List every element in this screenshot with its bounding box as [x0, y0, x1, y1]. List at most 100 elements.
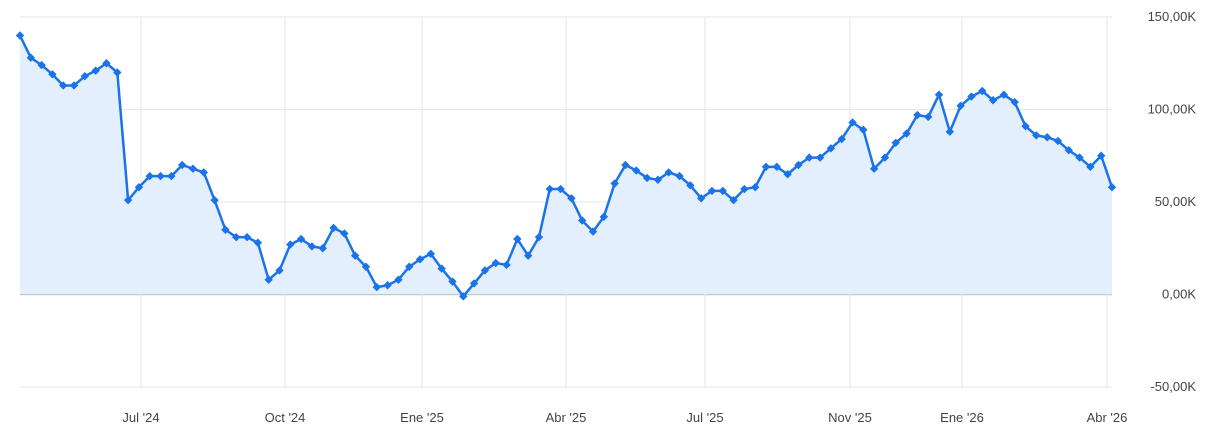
data-point-marker: [37, 60, 46, 70]
data-point-marker: [15, 31, 25, 40]
x-tick-label: Ene '26: [940, 410, 984, 425]
data-point-marker: [448, 277, 457, 286]
data-point-marker: [253, 238, 263, 247]
data-point-marker: [394, 275, 403, 284]
data-point-marker: [242, 232, 252, 242]
area-fill-path: [20, 35, 1112, 297]
data-point-marker: [1053, 136, 1063, 146]
data-point-marker: [361, 262, 371, 271]
y-tick-label: 100,00K: [1148, 102, 1197, 117]
x-tick-label: Abr '26: [1087, 410, 1128, 425]
data-point-marker: [848, 118, 857, 127]
data-point-marker: [599, 212, 609, 221]
data-point-marker: [1064, 146, 1073, 155]
data-point-marker: [426, 249, 436, 258]
data-point-marker: [459, 292, 468, 301]
data-point-marker: [621, 160, 630, 170]
data-point-marker: [632, 166, 641, 175]
data-point-marker: [686, 181, 695, 190]
data-point-marker: [664, 168, 673, 177]
data-point-marker: [880, 153, 890, 162]
data-point-marker: [113, 68, 122, 77]
data-point-marker: [923, 112, 933, 122]
data-point-marker: [221, 225, 230, 234]
data-point-marker: [415, 255, 425, 264]
data-point-marker: [805, 153, 814, 162]
data-point-marker: [156, 171, 165, 181]
data-point-marker: [837, 134, 846, 144]
data-point-marker: [934, 90, 944, 99]
data-point-marker: [232, 232, 241, 242]
data-point-marker: [480, 266, 490, 275]
data-point-marker: [80, 72, 90, 81]
data-point-marker: [783, 170, 792, 179]
data-point-marker: [740, 184, 749, 194]
data-point-marker: [491, 258, 500, 268]
data-point-marker: [761, 162, 771, 172]
data-point-marker: [275, 266, 284, 275]
data-point-marker: [307, 242, 317, 251]
data-point-marker: [956, 101, 965, 110]
data-point-marker: [815, 153, 825, 162]
data-point-marker: [188, 164, 198, 173]
data-point-marker: [913, 110, 922, 120]
data-markers: [15, 31, 1117, 301]
data-point-marker: [1086, 162, 1095, 172]
data-point-marker: [318, 244, 327, 253]
x-tick-label: Nov '25: [828, 410, 872, 425]
data-point-marker: [59, 81, 68, 90]
data-point-marker: [891, 138, 900, 147]
y-axis-labels: 150,00K 100,00K 50,00K 0,00K -50,00K: [1148, 9, 1197, 394]
data-point-marker: [177, 160, 187, 170]
data-point-marker: [696, 194, 706, 203]
data-point-marker: [588, 227, 598, 236]
data-point-marker: [675, 171, 684, 181]
x-tick-label: Oct '24: [265, 410, 306, 425]
data-point-marker: [534, 232, 544, 242]
data-point-marker: [469, 279, 479, 288]
data-point-marker: [1010, 97, 1019, 107]
data-point-marker: [945, 127, 955, 136]
data-point-marker: [794, 160, 803, 170]
data-point-marker: [999, 90, 1009, 99]
data-point-marker: [772, 162, 782, 172]
data-point-marker: [653, 175, 663, 184]
y-tick-label: -50,00K: [1150, 379, 1196, 394]
data-point-marker: [988, 96, 998, 105]
data-point-marker: [902, 129, 911, 138]
data-point-marker: [48, 70, 57, 79]
data-point-marker: [751, 183, 760, 192]
data-point-marker: [967, 92, 976, 101]
data-point-marker: [123, 195, 133, 205]
data-point-marker: [1107, 183, 1117, 192]
area-fill: [20, 35, 1112, 297]
data-point-marker: [545, 184, 554, 194]
data-point-marker: [1075, 153, 1084, 162]
data-point-marker: [264, 275, 273, 284]
data-point-marker: [1021, 121, 1030, 131]
data-point-marker: [405, 262, 414, 271]
data-point-marker: [523, 251, 533, 260]
data-point-marker: [372, 282, 381, 292]
data-point-marker: [1096, 151, 1106, 160]
data-point-marker: [859, 125, 868, 135]
data-point-marker: [102, 59, 111, 68]
data-point-marker: [145, 171, 154, 181]
data-point-marker: [329, 223, 338, 233]
data-point-marker: [286, 240, 295, 249]
data-point-marker: [26, 53, 36, 62]
x-tick-label: Jul '24: [122, 410, 159, 425]
data-point-marker: [502, 260, 511, 270]
y-tick-label: 50,00K: [1155, 194, 1197, 209]
data-point-marker: [610, 179, 619, 188]
data-point-marker: [556, 184, 565, 194]
x-tick-label: Jul '25: [686, 410, 723, 425]
data-point-marker: [210, 195, 219, 205]
y-tick-label: 150,00K: [1148, 9, 1197, 24]
data-point-marker: [567, 194, 576, 203]
data-point-marker: [340, 229, 349, 238]
data-point-marker: [1032, 131, 1041, 140]
y-tick-label: 0,00K: [1162, 287, 1196, 302]
data-point-marker: [578, 216, 587, 225]
